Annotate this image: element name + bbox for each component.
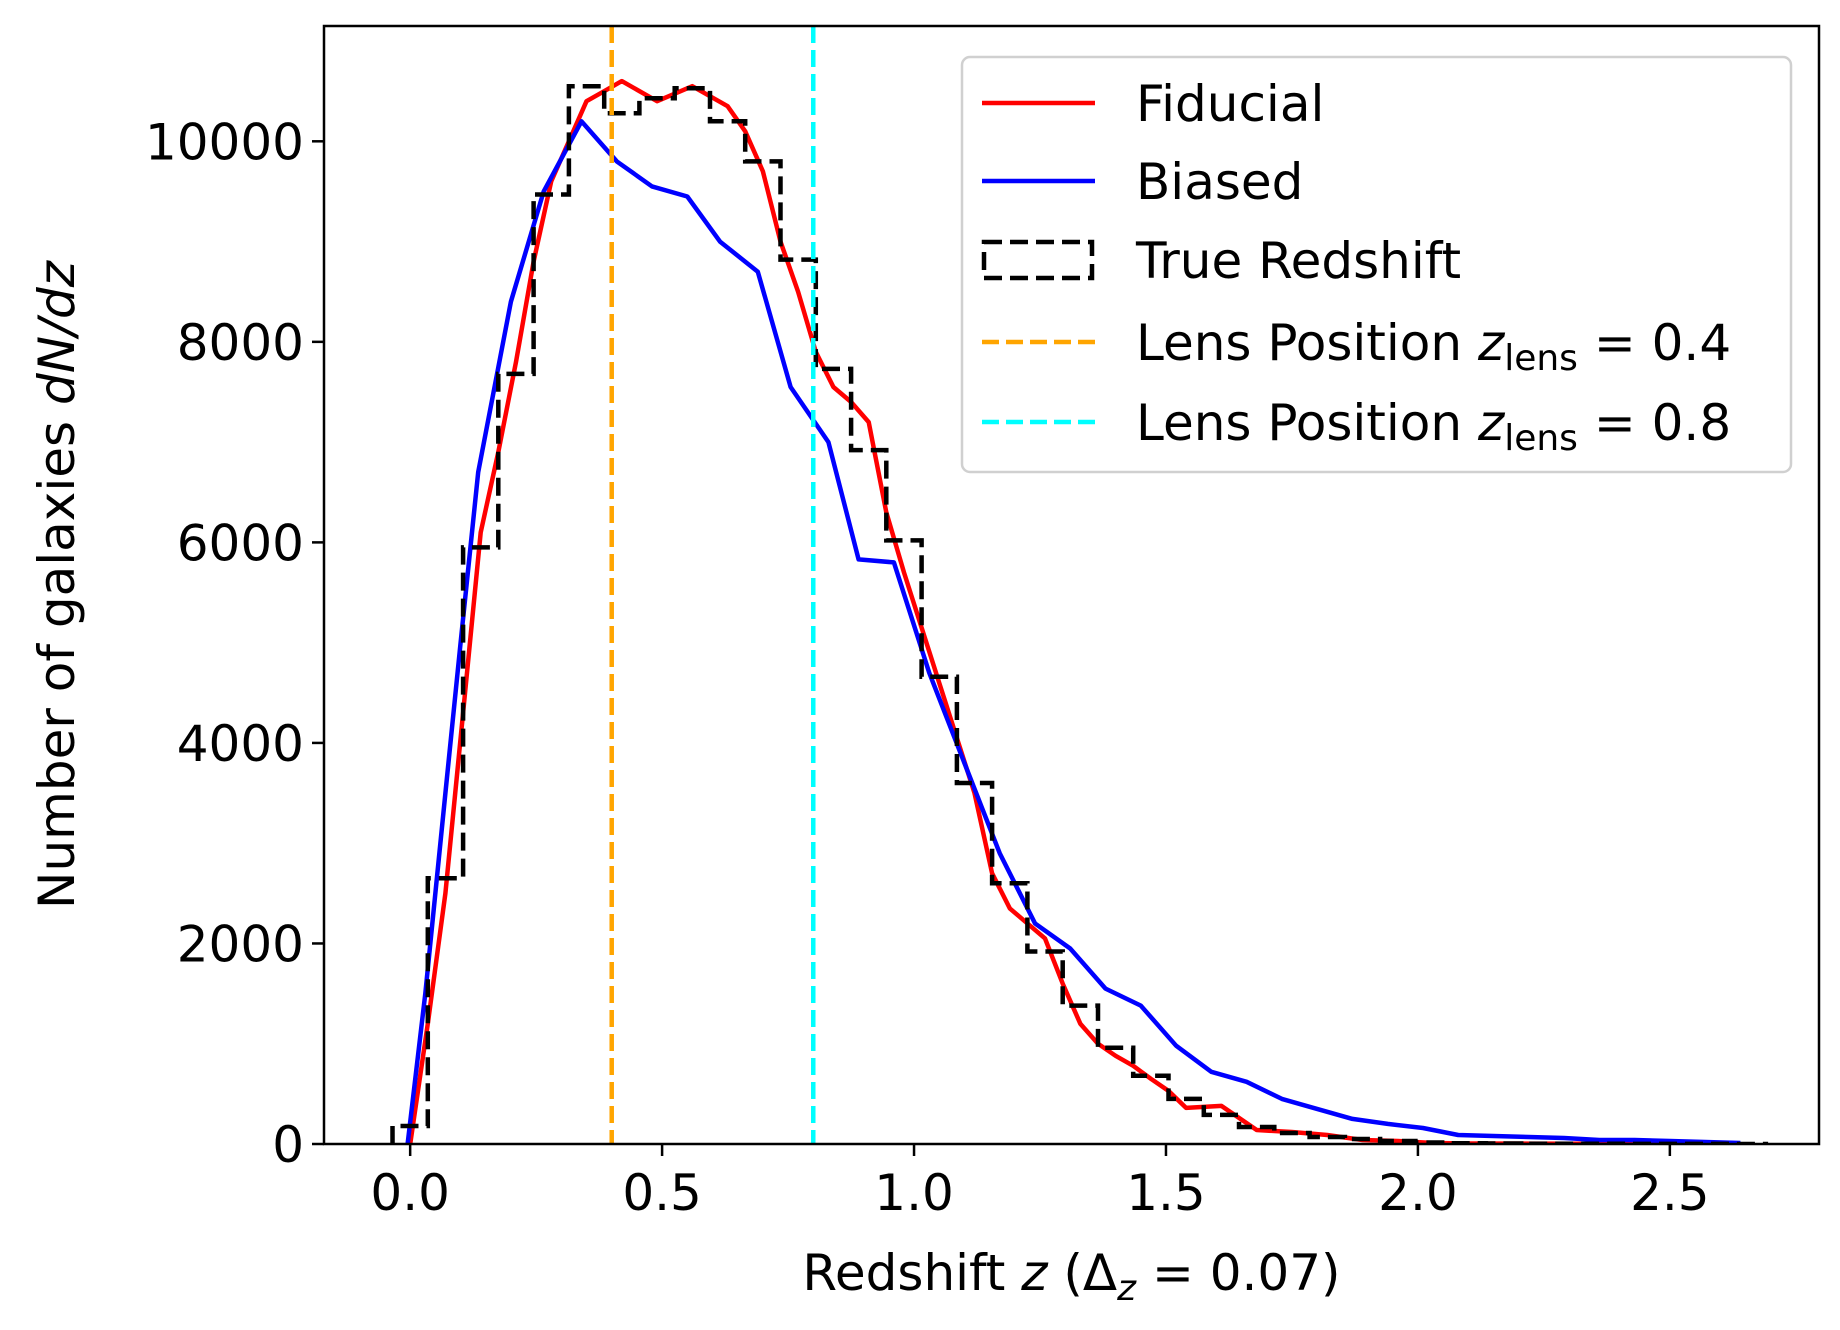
series-histogram-true-redshift [390, 83, 1769, 1144]
x-tick-label: 0.5 [622, 1164, 702, 1222]
legend-entry: Lens Position zlens = 0.4 [1136, 314, 1731, 379]
text-part: (Δ [1048, 1244, 1118, 1302]
text-part: Lens Position [1136, 394, 1478, 452]
y-axis-label: Number of galaxies dN/dz [28, 259, 86, 909]
legend: Fiducial Biased True Redshift Lens Position… [960, 55, 1793, 474]
text-part: z [1477, 394, 1506, 452]
text-part: Lens Position [1136, 314, 1478, 372]
text-part: lens [1504, 338, 1578, 379]
text-part: Number of galaxies [28, 405, 86, 909]
axes: 0.0 0.5 1.0 1.5 2.0 2.5 0 2000 4000 6000 8000 10000… [28, 24, 1821, 1309]
legend-box [960, 55, 1793, 474]
y-tick-label: 8000 [177, 314, 304, 372]
x-tick-label: 1.5 [1126, 1164, 1206, 1222]
text-part: dN/dz [28, 259, 86, 405]
y-tick-label: 6000 [177, 514, 304, 572]
x-tick-label: 2.0 [1378, 1164, 1458, 1222]
x-axis-label: Redshift z (Δz = 0.07) [802, 1244, 1340, 1309]
text-part: z [1116, 1268, 1137, 1309]
legend-entry: Lens Position zlens = 0.8 [1136, 394, 1731, 459]
legend-entry: True Redshift [1135, 232, 1461, 290]
text-part: z [1020, 1244, 1049, 1302]
x-tick-label: 1.0 [874, 1164, 954, 1222]
legend-swatch-box [981, 239, 1095, 281]
axes-frame [322, 24, 1821, 1146]
text-part: Biased [1136, 153, 1303, 211]
x-tick-label: 0.0 [370, 1164, 450, 1222]
text-part: z [1477, 314, 1506, 372]
text-part: = 0.4 [1578, 314, 1731, 372]
text-part: = 0.07) [1136, 1244, 1341, 1302]
legend-entry: Fiducial [1136, 75, 1324, 133]
y-tick-label: 10000 [145, 113, 304, 171]
legend-entry: Biased [1136, 153, 1303, 211]
y-tick-label: 4000 [177, 715, 304, 773]
y-tick-label: 0 [272, 1116, 304, 1174]
plot-area [390, 26, 1769, 1144]
text-part: Fiducial [1136, 75, 1324, 133]
series-group [390, 26, 1769, 1144]
x-tick-label: 2.5 [1630, 1164, 1710, 1222]
text-part: True Redshift [1135, 232, 1461, 290]
y-tick-label: 2000 [177, 915, 304, 973]
text-part: Redshift [802, 1244, 1021, 1302]
text-part: = 0.8 [1578, 394, 1731, 452]
text-part: lens [1504, 418, 1578, 459]
